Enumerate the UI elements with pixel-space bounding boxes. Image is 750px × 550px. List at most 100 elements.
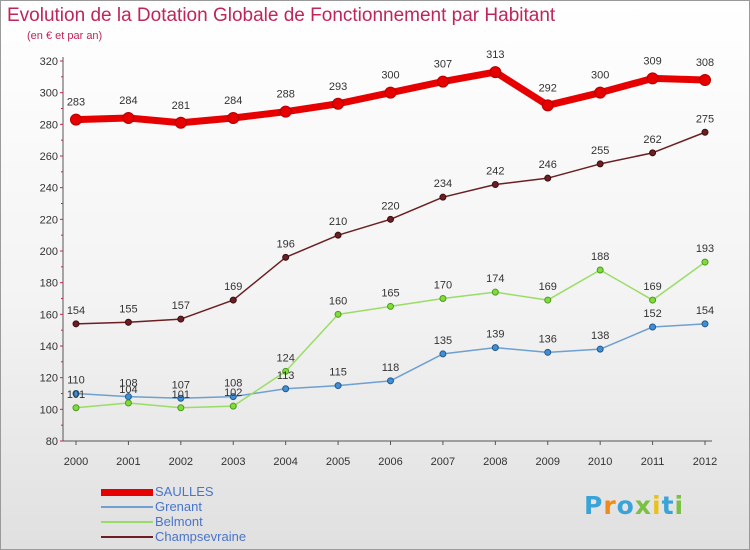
data-point — [596, 266, 604, 274]
logo-letter: t — [661, 491, 675, 520]
data-point — [124, 399, 132, 407]
logo-letter: r — [603, 491, 617, 520]
data-point — [491, 181, 499, 188]
data-label: 170 — [434, 280, 452, 292]
data-label: 242 — [486, 166, 504, 178]
data-point — [594, 86, 607, 99]
data-point — [387, 215, 394, 223]
data-point — [279, 105, 292, 118]
data-point — [387, 377, 394, 385]
y-tick-label: 100 — [40, 404, 58, 416]
data-label: 220 — [381, 200, 399, 212]
logo-letter: P — [584, 491, 604, 520]
data-label: 169 — [539, 281, 557, 293]
y-tick-label: 200 — [40, 246, 58, 258]
data-point — [282, 385, 290, 393]
data-label: 136 — [539, 333, 557, 345]
x-tick-label: 2003 — [221, 456, 245, 468]
x-tick-label: 2007 — [431, 456, 455, 468]
data-label: 108 — [224, 378, 242, 390]
data-label: 283 — [67, 97, 85, 109]
data-point — [439, 350, 447, 358]
data-point — [649, 296, 657, 304]
data-label: 160 — [329, 295, 347, 307]
data-point — [177, 394, 185, 402]
data-point — [124, 318, 132, 326]
y-tick-label: 260 — [40, 151, 58, 163]
legend-item: Champsevraine — [101, 529, 321, 544]
data-point — [649, 149, 657, 157]
data-label: 196 — [276, 238, 294, 250]
data-point — [701, 128, 709, 136]
data-label: 288 — [276, 89, 294, 101]
data-point — [334, 382, 342, 390]
y-tick-label: 240 — [40, 183, 58, 195]
data-point — [122, 112, 135, 124]
y-tick-label: 280 — [40, 119, 58, 131]
data-label: 108 — [119, 378, 137, 390]
data-point — [387, 302, 394, 310]
data-point — [334, 231, 342, 239]
y-tick-label: 180 — [40, 278, 58, 290]
data-label: 154 — [696, 305, 714, 317]
series-line-belmont — [75, 261, 706, 409]
chart-legend: SAULLES Grenant Belmont Champsevraine — [101, 484, 321, 544]
y-tick-label: 80 — [46, 436, 58, 448]
logo-letter: o — [616, 491, 635, 520]
data-point — [436, 75, 449, 88]
y-tick-label: 300 — [40, 88, 58, 100]
data-label: 104 — [119, 384, 137, 396]
data-label: 155 — [119, 303, 137, 315]
x-tick-label: 2001 — [116, 456, 140, 468]
data-point — [491, 288, 499, 296]
data-point — [596, 160, 604, 168]
data-label: 281 — [172, 100, 190, 112]
data-point — [229, 296, 237, 304]
x-tick-label: 2012 — [693, 456, 717, 468]
data-point — [541, 99, 554, 112]
data-point — [282, 367, 290, 375]
data-label: 246 — [539, 159, 557, 171]
data-point — [384, 86, 397, 99]
data-label: 154 — [67, 305, 85, 317]
data-label: 169 — [224, 281, 242, 293]
data-point — [649, 323, 657, 331]
y-tick-label: 320 — [40, 56, 58, 68]
data-label: 101 — [172, 389, 190, 401]
legend-label: SAULLES — [155, 484, 214, 499]
x-tick-label: 2005 — [326, 456, 350, 468]
x-tick-label: 2009 — [536, 456, 560, 468]
legend-label: Belmont — [155, 514, 203, 529]
data-label: 101 — [67, 389, 85, 401]
data-label: 262 — [643, 134, 661, 146]
data-point — [439, 295, 447, 302]
data-point — [646, 72, 659, 85]
data-point — [72, 390, 80, 397]
data-label: 107 — [172, 379, 190, 391]
data-point — [229, 402, 237, 410]
data-label: 165 — [381, 287, 399, 299]
logo-letter: i — [674, 491, 685, 520]
data-label: 110 — [67, 375, 85, 387]
data-label: 118 — [382, 362, 400, 374]
data-label: 300 — [381, 70, 399, 82]
data-label: 188 — [591, 251, 609, 263]
data-point — [699, 74, 711, 86]
data-label: 313 — [486, 49, 504, 61]
data-label: 169 — [643, 281, 661, 293]
data-label: 193 — [696, 243, 714, 255]
data-point — [227, 112, 240, 124]
data-label: 124 — [276, 352, 294, 364]
data-label: 307 — [434, 59, 452, 71]
data-point — [177, 404, 185, 412]
data-point — [544, 174, 552, 182]
data-label: 102 — [224, 387, 242, 399]
y-tick-label: 140 — [40, 341, 58, 353]
data-label: 139 — [486, 329, 504, 341]
data-label: 234 — [434, 178, 452, 190]
legend-label: Champsevraine — [155, 529, 247, 544]
y-tick-label: 120 — [40, 373, 58, 385]
data-point — [491, 344, 499, 352]
